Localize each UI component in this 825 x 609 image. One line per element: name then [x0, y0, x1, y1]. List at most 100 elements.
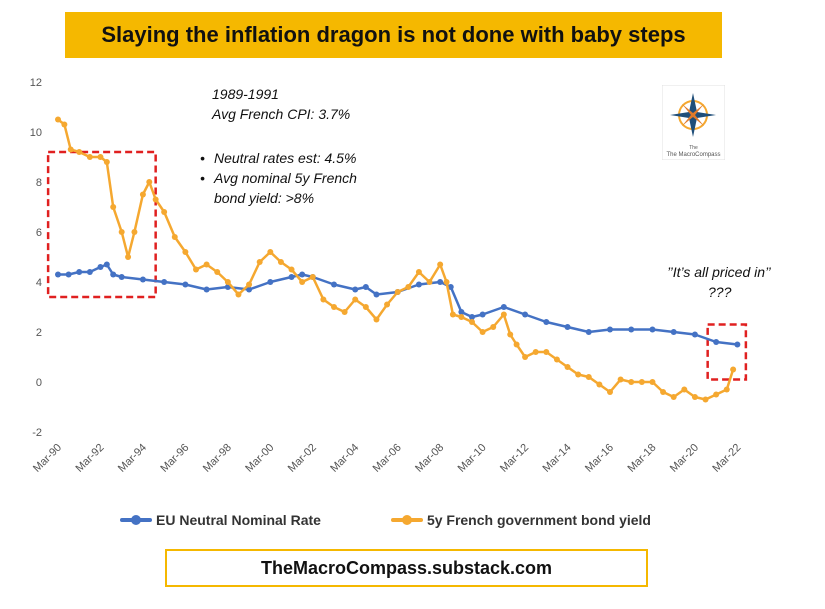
data-point-1	[723, 386, 730, 393]
data-point-0	[585, 329, 592, 335]
data-point-1	[443, 279, 450, 285]
data-point-1	[479, 329, 486, 335]
data-point-1	[246, 281, 253, 288]
data-point-0	[65, 271, 72, 278]
data-point-1	[235, 291, 242, 298]
data-point-1	[139, 191, 146, 198]
data-point-1	[277, 259, 284, 265]
legend: EU Neutral Nominal Rate 5y French govern…	[120, 512, 651, 528]
data-point-0	[691, 331, 698, 338]
legend-item-neutral: EU Neutral Nominal Rate	[120, 512, 321, 528]
logo-text: The MacroCompass	[666, 152, 720, 158]
data-point-1	[384, 301, 391, 308]
data-point-0	[564, 324, 571, 330]
svg-text:The: The	[689, 145, 698, 151]
data-point-1	[288, 266, 295, 273]
data-point-0	[203, 286, 210, 293]
annotation-priced-in: ’’It’s all priced in’’	[667, 264, 771, 280]
data-point-0	[458, 309, 465, 315]
data-point-1	[532, 349, 539, 355]
y-tick-label: 0	[36, 377, 42, 389]
annotation-bullet: Neutral rates est: 4.5%	[214, 150, 357, 166]
x-tick-label: Mar-12	[498, 442, 531, 475]
data-point-1	[507, 331, 514, 338]
data-point-1	[341, 309, 348, 315]
legend-item-bond-yield: 5y French government bond yield	[390, 512, 651, 528]
data-point-0	[139, 276, 146, 283]
data-point-1	[61, 121, 68, 128]
data-point-1	[118, 229, 125, 235]
data-point-1	[405, 284, 412, 290]
x-tick-label: Mar-06	[371, 442, 404, 475]
data-point-1	[152, 196, 159, 203]
footer-banner: TheMacroCompass.substack.com	[165, 549, 648, 587]
x-tick-label: Mar-00	[243, 442, 276, 475]
data-point-0	[299, 271, 306, 278]
x-tick-label: Mar-10	[456, 442, 489, 475]
data-point-1	[309, 274, 316, 280]
data-point-1	[670, 394, 677, 400]
data-point-0	[103, 261, 110, 268]
data-point-0	[352, 286, 359, 293]
data-point-1	[628, 379, 635, 385]
data-point-1	[224, 279, 231, 285]
x-tick-label: Mar-14	[541, 442, 574, 475]
data-point-1	[161, 209, 168, 215]
data-point-0	[246, 286, 253, 293]
data-point-1	[607, 389, 613, 395]
data-point-1	[182, 249, 189, 255]
annotation-cpi: Avg French CPI: 3.7%	[212, 106, 351, 122]
data-point-1	[331, 304, 337, 310]
data-point-1	[660, 389, 667, 395]
data-point-1	[373, 316, 380, 323]
data-point-0	[86, 269, 93, 275]
data-point-0	[331, 281, 337, 288]
data-point-0	[415, 281, 422, 288]
data-point-1	[649, 379, 656, 385]
data-point-1	[86, 154, 93, 160]
annotation-list: • Neutral rates est: 4.5% • Avg nominal 5y…	[200, 150, 357, 206]
data-point-0	[734, 341, 741, 348]
highlight-box-2021	[706, 323, 748, 381]
data-point-0	[469, 314, 475, 320]
x-tick-label: Mar-94	[116, 442, 149, 475]
data-point-1	[76, 149, 83, 155]
x-tick-label: Mar-20	[668, 442, 701, 475]
data-point-1	[543, 349, 550, 355]
data-point-0	[713, 339, 720, 345]
x-tick-label: Mar-22	[710, 442, 743, 475]
data-point-1	[55, 116, 61, 123]
data-point-1	[256, 259, 263, 265]
data-point-1	[437, 261, 444, 268]
data-point-0	[161, 279, 168, 285]
x-tick-label: Mar-90	[31, 442, 64, 475]
data-point-1	[267, 249, 274, 255]
legend-swatch-blue	[120, 515, 152, 525]
data-point-1	[522, 354, 529, 360]
annotation-question: ???	[708, 284, 732, 300]
annotation-bullet: Avg nominal 5y French	[214, 170, 357, 186]
y-tick-label: 10	[30, 127, 42, 139]
y-tick-label: 2	[36, 327, 42, 339]
data-point-1	[203, 261, 210, 268]
data-point-0	[267, 279, 274, 285]
x-tick-label: Mar-02	[286, 442, 319, 475]
highlight-box-1990s	[46, 150, 157, 299]
x-tick-label: Mar-18	[625, 442, 658, 475]
data-point-1	[553, 356, 560, 363]
data-point-0	[182, 281, 189, 288]
footer-url: TheMacroCompass.substack.com	[260, 557, 553, 578]
data-point-1	[193, 266, 199, 273]
compass-rose-icon: The The MacroCompass	[661, 84, 726, 161]
data-point-1	[415, 269, 422, 275]
data-point-0	[649, 326, 656, 333]
data-point-0	[362, 284, 369, 290]
data-point-1	[146, 179, 153, 185]
chart-title: Slaying the inflation dragon is not done…	[101, 22, 686, 47]
data-point-1	[426, 279, 433, 285]
data-point-0	[543, 319, 550, 325]
data-point-0	[118, 274, 125, 280]
data-point-1	[513, 341, 520, 348]
data-point-0	[607, 326, 613, 333]
data-point-1	[469, 319, 475, 325]
